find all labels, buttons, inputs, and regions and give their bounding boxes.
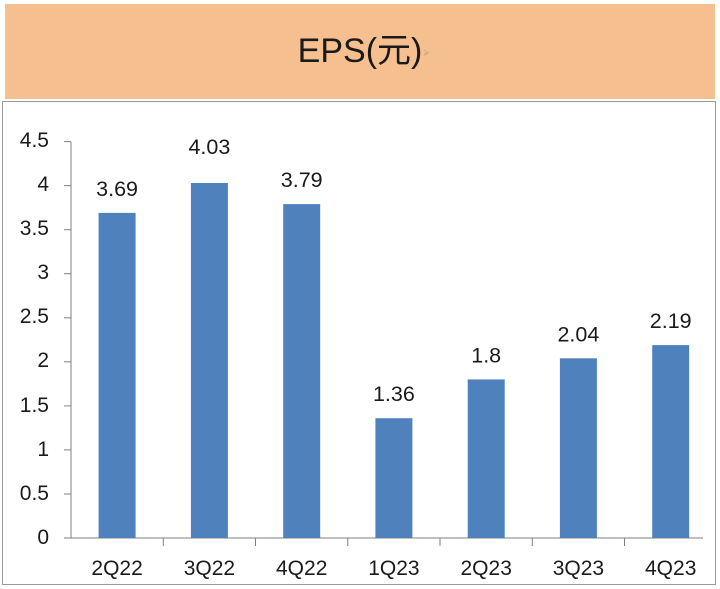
svg-text:3.69: 3.69 [96, 177, 138, 201]
svg-text:3: 3 [37, 261, 49, 284]
svg-text:1Q23: 1Q23 [368, 557, 419, 580]
svg-text:1.8: 1.8 [471, 343, 501, 367]
svg-text:4: 4 [37, 173, 49, 196]
svg-text:0.5: 0.5 [20, 482, 49, 505]
svg-text:4Q22: 4Q22 [276, 557, 327, 580]
svg-text:2: 2 [37, 349, 49, 372]
svg-text:3.79: 3.79 [281, 168, 323, 192]
svg-text:0: 0 [37, 526, 49, 549]
svg-text:3Q22: 3Q22 [184, 557, 235, 580]
svg-text:2Q22: 2Q22 [91, 557, 142, 580]
svg-text:1.36: 1.36 [373, 382, 415, 406]
svg-text:2.5: 2.5 [20, 305, 49, 328]
svg-text:1.5: 1.5 [20, 394, 49, 417]
svg-text:3.5: 3.5 [20, 217, 49, 240]
svg-text:4.5: 4.5 [20, 129, 49, 152]
svg-text:4.03: 4.03 [188, 135, 230, 159]
svg-text:1: 1 [37, 438, 49, 461]
svg-text:4Q23: 4Q23 [645, 557, 696, 580]
svg-text:2Q23: 2Q23 [461, 557, 512, 580]
svg-text:2.19: 2.19 [650, 309, 692, 333]
svg-text:2.04: 2.04 [557, 322, 599, 346]
svg-text:3Q23: 3Q23 [553, 557, 604, 580]
